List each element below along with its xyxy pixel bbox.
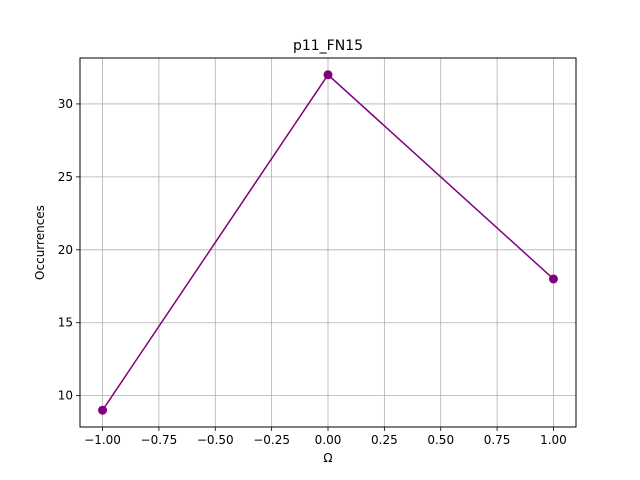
x-tick-label: −0.50 [197,433,234,447]
x-tick-label: −0.25 [253,433,290,447]
grid [80,58,576,427]
x-tick-label: −1.00 [84,433,121,447]
series-layer [98,70,558,415]
y-tick-label: 15 [58,316,73,330]
x-tick-label: −0.75 [141,433,178,447]
ticks: −1.00 −0.75 −0.50 −0.25 0.00 0.25 0.50 0.75 1.00… [58,97,567,447]
data-point [98,405,108,415]
data-point [323,70,333,80]
y-tick-label: 25 [58,170,73,184]
x-axis-label: Ω [323,451,332,465]
y-tick-label: 10 [58,389,73,403]
y-axis-label: Occurrences [33,205,47,280]
data-point [548,274,558,284]
x-tick-label: 0.25 [371,433,398,447]
y-tick-label: 30 [58,97,73,111]
x-tick-label: 0.00 [315,433,342,447]
x-tick-label: 0.50 [427,433,454,447]
chart-title: p11_FN15 [293,38,363,54]
x-tick-label: 1.00 [540,433,567,447]
x-tick-label: 0.75 [484,433,511,447]
y-tick-label: 20 [58,243,73,257]
